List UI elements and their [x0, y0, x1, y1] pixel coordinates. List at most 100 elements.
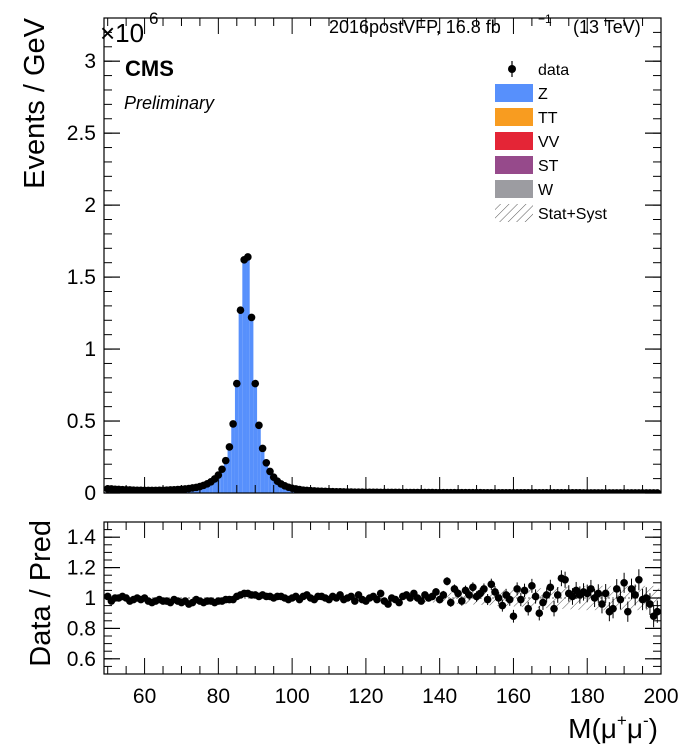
ratio-point [520, 586, 529, 595]
band-segment [548, 587, 553, 609]
ratio-point [601, 589, 610, 598]
y-exponent-base: ×10 [100, 18, 144, 48]
ratio-point [432, 588, 440, 596]
legend-swatch-w [495, 180, 533, 198]
ratio-point [480, 585, 488, 593]
ratio-y-tick-label: 1.4 [67, 526, 97, 549]
legend-label: Stat+Syst [538, 206, 607, 223]
ratio-point [568, 592, 577, 601]
ratio-point [439, 591, 448, 599]
lumi-label: 2016postVFP, 16.8 fb [329, 17, 501, 37]
legend-swatch-tt [495, 108, 533, 126]
z-bar [212, 478, 217, 493]
z-bar [246, 256, 250, 493]
ratio-point [494, 594, 503, 602]
band-segment [434, 593, 438, 603]
ratio-point [524, 604, 533, 613]
legend: data Z TT VV ST W Stat+Syst [495, 61, 607, 223]
ratio-point [635, 575, 643, 584]
legend-label: W [538, 182, 554, 199]
band-segment [445, 592, 449, 604]
z-bar [275, 481, 280, 493]
y-tick-label: 2 [84, 194, 96, 217]
ratio-point [395, 598, 403, 607]
data-point [214, 471, 223, 479]
ratio-point [465, 591, 473, 599]
energy-label: (13 TeV) [573, 17, 641, 37]
z-stack-bars [105, 256, 660, 493]
legend-label: ST [538, 158, 559, 175]
band-segment [482, 590, 486, 606]
x-tick-label: 160 [496, 685, 531, 708]
main-x-axis-ticks [107, 18, 662, 493]
ratio-point [458, 597, 466, 605]
ratio-points [104, 569, 661, 628]
legend-swatch-z [495, 84, 533, 102]
z-bar [223, 460, 228, 493]
z-bar [249, 317, 254, 493]
z-bar [209, 481, 213, 493]
x-tick-label: 120 [348, 685, 383, 708]
x-tick-label: 180 [570, 685, 605, 708]
ratio-point [513, 585, 521, 593]
band-segment [537, 588, 542, 608]
ratio-point [491, 588, 499, 596]
ratio-point [542, 591, 551, 599]
ratio-y-tick-label: 0.8 [67, 617, 96, 640]
ratio-plot-panel: 0.6 0.8 1 1.2 1.4 60 80 100 120 140 160 180 200 [67, 521, 679, 708]
ratio-point [587, 585, 595, 593]
ratio-point [469, 583, 477, 592]
ratio-point [646, 600, 654, 608]
cms-label: CMS [125, 56, 174, 81]
z-bar [279, 483, 283, 493]
ratio-point [487, 580, 496, 589]
ratio-point [620, 579, 628, 587]
main-plot-panel: 0 0.5 1 1.5 2 2.5 3 [67, 17, 662, 505]
y-tick-label: 0 [84, 482, 96, 505]
data-point [236, 306, 245, 314]
legend-label: TT [538, 110, 558, 127]
x-tick-label: 80 [207, 685, 230, 708]
ratio-point [609, 604, 617, 613]
data-point [229, 420, 237, 428]
data-point [247, 313, 256, 322]
legend-swatch-vv [495, 132, 533, 150]
ratio-point [351, 597, 359, 605]
legend-swatch-st [495, 156, 533, 174]
ratio-point [509, 612, 518, 621]
ratio-y-axis: 0.6 0.8 1 1.2 1.4 [67, 521, 661, 675]
lumi-power: −1 [538, 12, 552, 26]
ratio-x-axis: 60 80 100 120 140 160 180 200 [107, 522, 679, 708]
z-bar [238, 310, 243, 493]
ratio-point [531, 592, 540, 601]
z-bar [220, 469, 224, 493]
data-point [232, 379, 241, 388]
band-segment [489, 590, 494, 606]
ratio-point [505, 595, 514, 604]
data-point [251, 379, 260, 388]
z-bar [231, 423, 235, 493]
ratio-point [598, 600, 606, 608]
ratio-point [517, 595, 525, 604]
y-exponent-power: 6 [149, 9, 158, 28]
data-point [218, 465, 226, 474]
legend-data-marker [508, 65, 516, 73]
z-bar [205, 483, 210, 493]
band-segment [625, 585, 630, 611]
data-point [225, 443, 234, 451]
main-y-axis-title: Events / GeV [19, 17, 51, 189]
y-tick-label: 1.5 [67, 266, 96, 289]
preliminary-label: Preliminary [124, 93, 215, 113]
ratio-point [454, 589, 462, 598]
z-bar [257, 425, 261, 493]
band-segment [552, 587, 556, 609]
ratio-point [546, 583, 555, 592]
ratio-point [498, 601, 507, 610]
data-points [104, 253, 661, 493]
ratio-point [550, 604, 558, 613]
ratio-point [417, 597, 426, 605]
ratio-point [539, 598, 547, 607]
ratio-y-tick-label: 0.6 [67, 648, 96, 671]
z-bar [268, 471, 272, 493]
